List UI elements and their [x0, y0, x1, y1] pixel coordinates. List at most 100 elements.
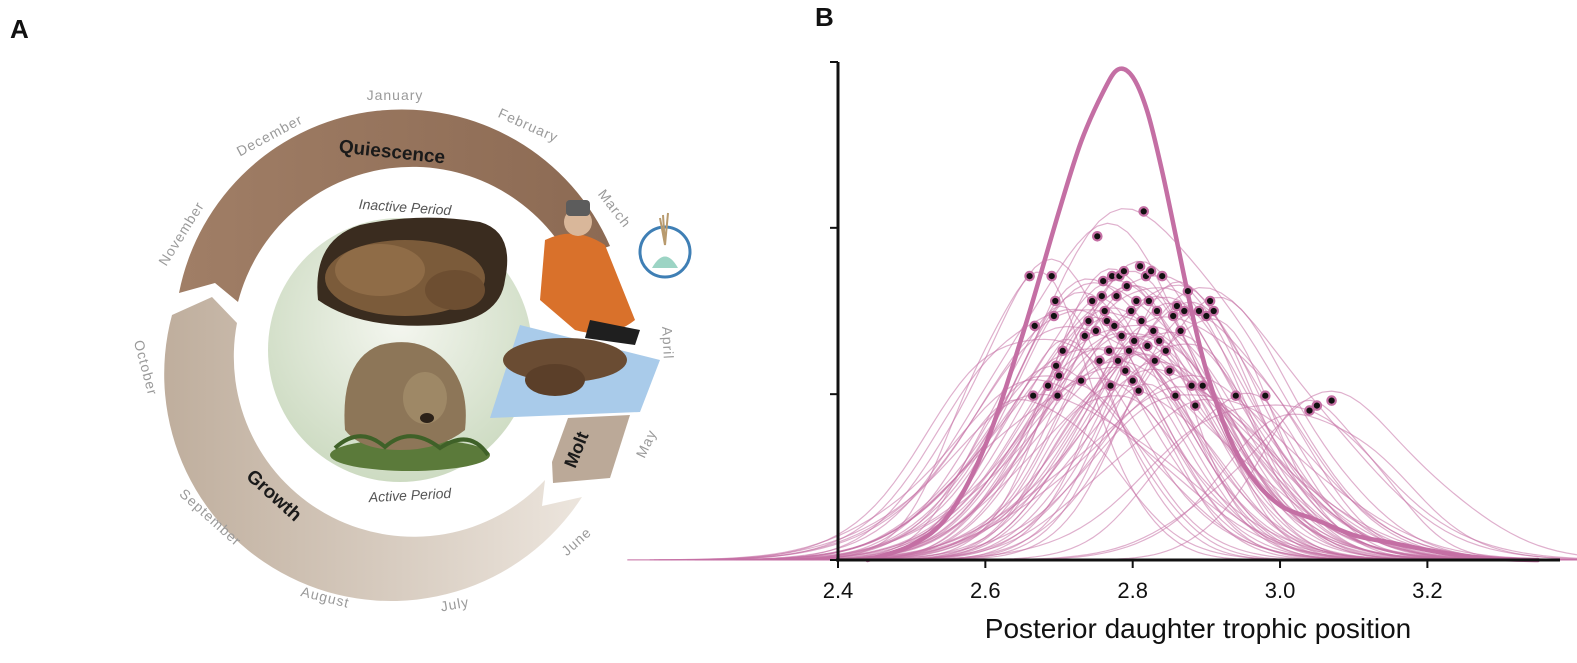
individual-mean-point: [1086, 295, 1098, 307]
individual-mean-point: [1142, 340, 1153, 352]
individual-density-curve: [906, 361, 1426, 561]
individual-density-curve: [822, 284, 1503, 561]
quiescence-ring: [179, 109, 610, 303]
individual-mean-point: [1050, 360, 1062, 372]
panel-a-label: A: [10, 14, 29, 44]
individual-mean-point: [1201, 310, 1212, 322]
individual-mean-point: [1197, 380, 1208, 391]
individual-mean-point: [1170, 390, 1181, 401]
individual-mean-point: [1128, 335, 1140, 347]
individual-mean-point: [1103, 345, 1115, 357]
month-label: January: [367, 87, 424, 103]
individual-density-curve: [921, 318, 1477, 561]
individual-mean-point: [1136, 315, 1147, 327]
individual-mean-point: [1118, 265, 1130, 277]
individual-mean-point: [1121, 280, 1133, 292]
individual-mean-point: [1171, 300, 1183, 312]
individual-density-curve: [736, 346, 1507, 561]
individual-mean-point: [1027, 390, 1039, 401]
individual-density-curve: [738, 331, 1577, 561]
x-tick-label: 2.6: [970, 578, 1001, 603]
individual-mean-point: [1109, 320, 1120, 332]
growth-ring: [164, 297, 582, 602]
individual-mean-point: [1120, 365, 1131, 377]
individual-mean-point: [1052, 390, 1063, 401]
individual-mean-point: [1096, 290, 1108, 302]
individual-mean-point: [1151, 305, 1163, 317]
x-axis-title: Posterior daughter trophic position: [985, 613, 1411, 644]
individual-mean-point: [1208, 305, 1219, 317]
individual-mean-point: [1133, 385, 1144, 396]
individual-mean-point: [1029, 320, 1040, 332]
individual-mean-point: [1131, 295, 1142, 307]
individual-mean-point: [1123, 345, 1135, 357]
individual-mean-point: [1050, 295, 1061, 307]
individual-mean-point: [1075, 375, 1087, 386]
individual-mean-point: [1057, 345, 1068, 357]
individual-density-curve: [978, 413, 1577, 561]
individual-mean-point: [1160, 345, 1172, 357]
individual-mean-point: [1090, 325, 1102, 337]
individual-mean-point: [1149, 355, 1161, 367]
panel-b-label: B: [815, 2, 834, 32]
individual-density-curve: [955, 390, 1577, 561]
researcher-sampling-illustration: [490, 200, 660, 418]
individual-mean-point: [1311, 400, 1323, 411]
individual-mean-point: [1042, 380, 1054, 391]
individual-mean-point: [1099, 305, 1110, 317]
individual-density-curve: [771, 348, 1399, 561]
individual-density-curve: [762, 286, 1577, 561]
foraging-bear-illustration: [330, 342, 490, 471]
individual-mean-point: [1204, 295, 1216, 307]
individual-mean-point: [1145, 265, 1157, 277]
individual-mean-point: [1153, 335, 1165, 347]
individual-points: [1024, 206, 1337, 416]
y-axis-ticks: [830, 61, 838, 561]
individual-mean-point: [1326, 395, 1337, 406]
mean-density-curve: [865, 66, 1541, 563]
individual-density-curve: [695, 307, 1519, 561]
x-tick-label: 2.8: [1117, 578, 1148, 603]
individual-mean-point: [1304, 405, 1315, 416]
hair-sample-icon: [638, 212, 692, 279]
individual-mean-point: [1048, 310, 1060, 322]
individual-mean-point: [1182, 285, 1194, 297]
individual-mean-point: [1134, 260, 1146, 272]
individual-mean-point: [1167, 310, 1179, 322]
individual-mean-point: [1186, 380, 1197, 391]
individual-density-curve: [902, 335, 1404, 561]
individual-mean-point: [1125, 305, 1137, 317]
individual-mean-point: [1260, 390, 1271, 401]
sleeping-bear-illustration: [317, 217, 508, 326]
x-tick-label: 3.0: [1265, 578, 1296, 603]
individual-mean-point: [1092, 231, 1103, 242]
individual-mean-point: [1083, 315, 1094, 327]
individual-mean-point: [1111, 290, 1122, 302]
individual-mean-point: [1138, 206, 1149, 217]
individual-mean-point: [1112, 355, 1124, 367]
individual-mean-point: [1193, 305, 1205, 317]
individual-mean-point: [1024, 270, 1035, 282]
individual-mean-point: [1105, 380, 1116, 391]
individual-mean-point: [1190, 400, 1201, 411]
month-label: July: [439, 594, 470, 615]
individual-mean-point: [1101, 315, 1113, 327]
individual-mean-point: [1046, 270, 1057, 282]
individual-mean-point: [1094, 355, 1105, 367]
inactive-period-label: Inactive Period: [358, 196, 453, 219]
individual-density-curve: [853, 404, 1577, 561]
active-period-label: Active Period: [367, 485, 452, 505]
x-tick-label: 3.2: [1412, 578, 1443, 603]
individual-mean-point: [1127, 375, 1138, 386]
individual-mean-point: [1156, 270, 1168, 282]
individual-mean-point: [1164, 365, 1175, 377]
individual-mean-point: [1179, 305, 1190, 317]
individual-mean-point: [1230, 390, 1242, 401]
individual-mean-point: [1097, 275, 1109, 287]
individual-mean-point: [1148, 325, 1159, 337]
individual-mean-point: [1116, 330, 1127, 342]
individual-density-curves: [627, 208, 1577, 561]
x-tick-label: 2.4: [823, 578, 854, 603]
molt-ring-segment: [552, 415, 630, 483]
